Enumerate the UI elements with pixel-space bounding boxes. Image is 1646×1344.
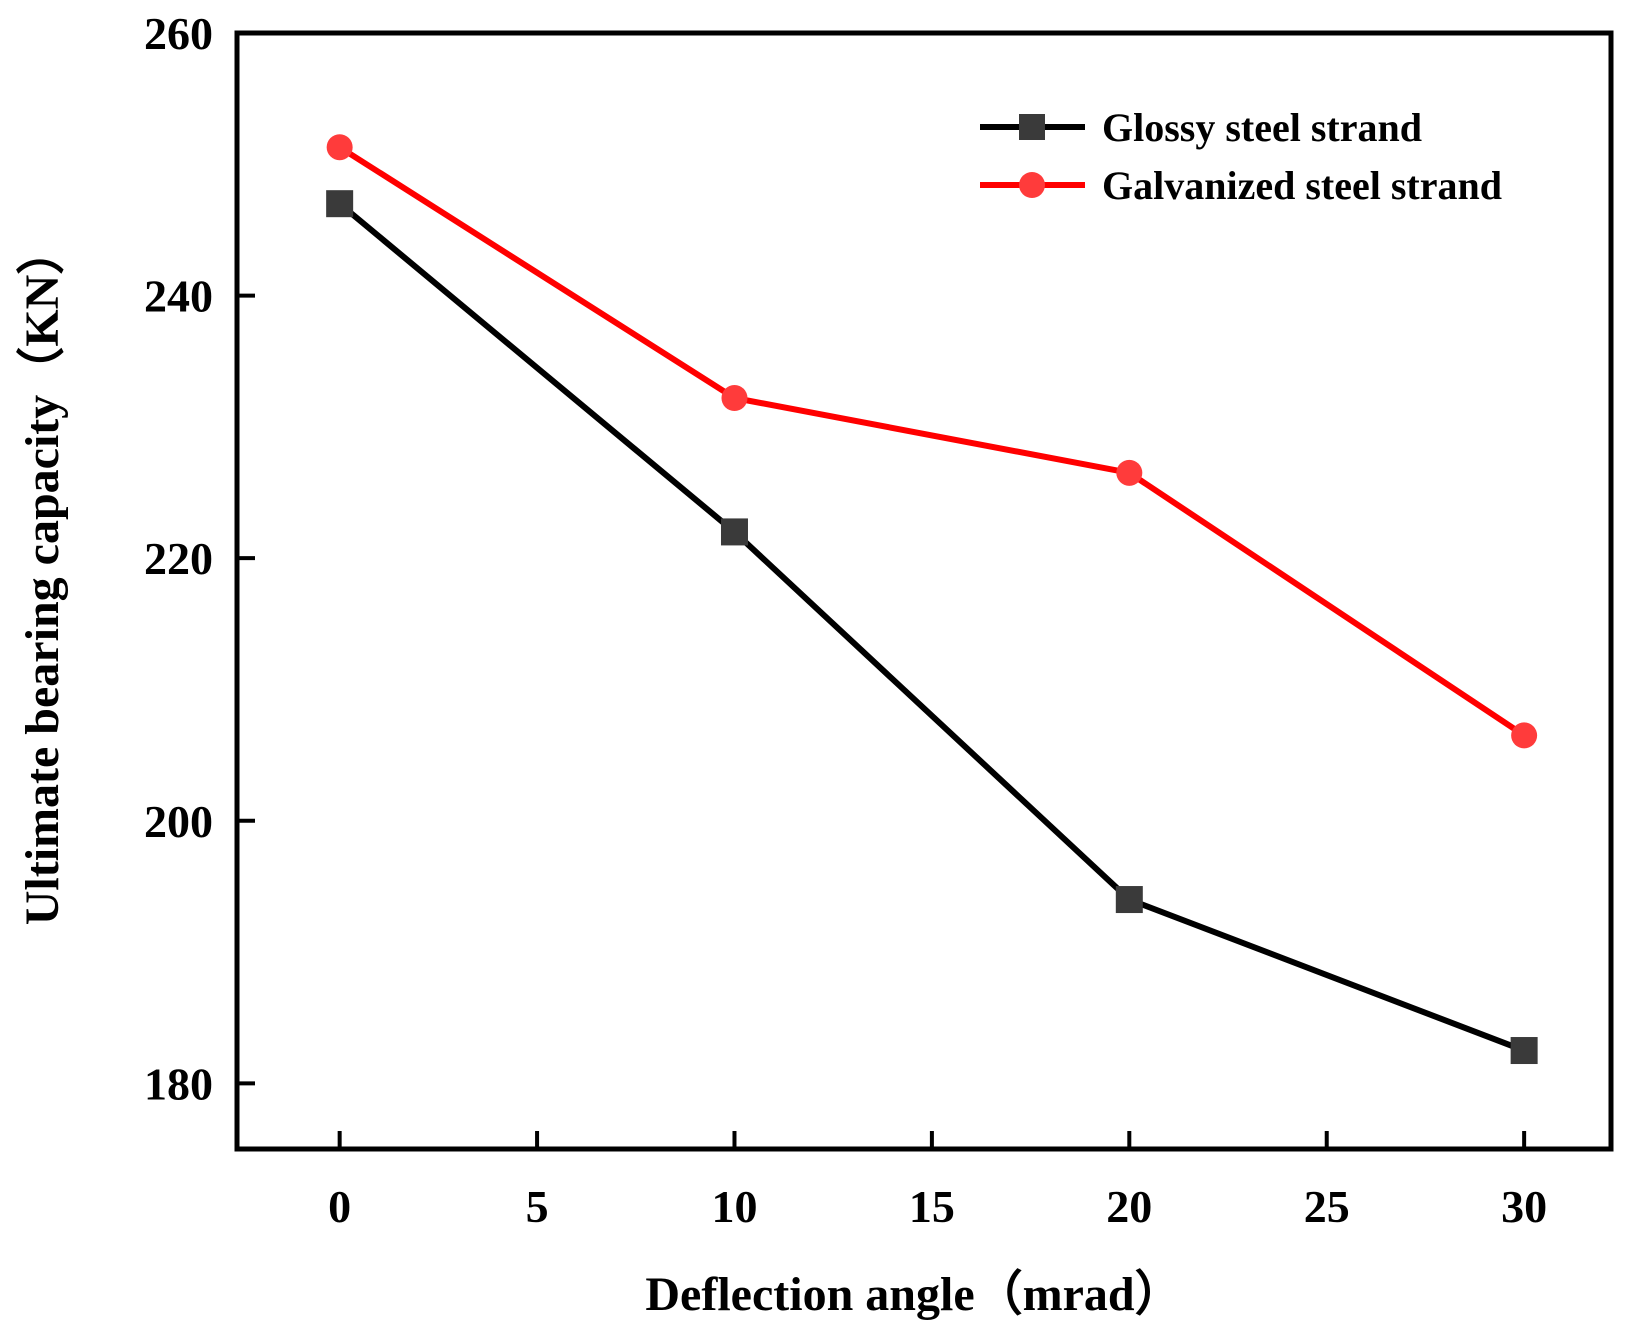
data-point-1-1 (721, 384, 748, 411)
legend-item-glossy: Glossy steel strand (980, 105, 1422, 150)
x-tick-label: 25 (1304, 1181, 1350, 1232)
data-point-0-0 (326, 190, 354, 218)
y-tick-label: 180 (144, 1058, 213, 1109)
data-point-0-2 (1115, 886, 1143, 914)
data-point-0-1 (720, 518, 748, 546)
x-tick-label: 30 (1501, 1181, 1547, 1232)
plot-frame (234, 30, 1614, 1152)
x-axis-title: Deflection angle（mrad） (645, 1268, 1182, 1321)
series-layer (326, 134, 1538, 1065)
y-tick-labels: 180 200 220 240 260 (144, 8, 213, 1109)
data-point-1-2 (1116, 459, 1143, 486)
x-tick-label: 10 (711, 1181, 757, 1232)
x-tick-label: 0 (328, 1181, 351, 1232)
x-tick-label: 15 (909, 1181, 955, 1232)
legend-marker-galvanized (1019, 172, 1045, 198)
data-point-1-0 (326, 134, 353, 161)
legend-marker-glossy (1019, 114, 1045, 140)
legend-label-galvanized: Galvanized steel strand (1102, 163, 1502, 208)
series-line-0 (337, 201, 1526, 1054)
x-tick-labels: 0 5 10 15 20 25 30 (328, 1181, 1547, 1232)
x-tick-label: 5 (526, 1181, 549, 1232)
x-tick-label: 20 (1106, 1181, 1152, 1232)
legend: Glossy steel strand Galvanized steel str… (980, 105, 1502, 208)
data-point-0-3 (1510, 1037, 1538, 1065)
y-axis-title: Ultimate bearing capacity（KN） (16, 227, 69, 926)
y-tick-label: 260 (144, 8, 213, 59)
legend-item-galvanized: Galvanized steel strand (980, 163, 1502, 208)
legend-label-glossy: Glossy steel strand (1102, 105, 1422, 150)
series-line-1 (338, 144, 1526, 738)
y-tick-label: 240 (144, 271, 213, 322)
data-point-1-3 (1511, 722, 1538, 749)
y-tick-label: 220 (144, 533, 213, 584)
y-tick-label: 200 (144, 796, 213, 847)
